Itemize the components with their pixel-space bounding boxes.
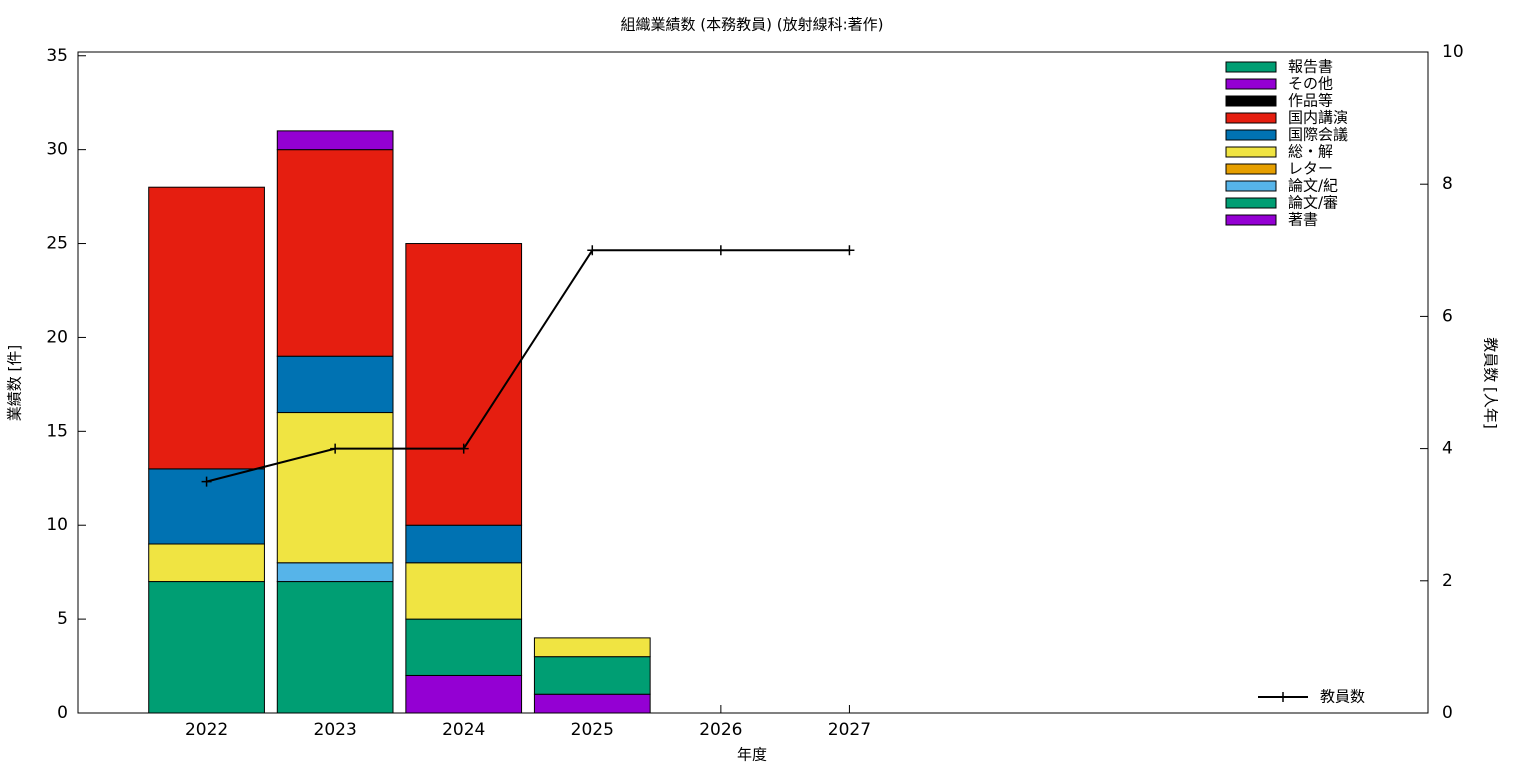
y-tick-label: 35 bbox=[46, 46, 68, 66]
y-tick-label: 20 bbox=[46, 327, 68, 347]
legend-swatch bbox=[1225, 95, 1277, 107]
x-tick-label: 2023 bbox=[314, 720, 357, 740]
y-axis-label: 業績数 [件] bbox=[6, 345, 24, 421]
x-tick-label: 2022 bbox=[185, 720, 228, 740]
bar-segment bbox=[533, 656, 651, 695]
legend-swatch bbox=[1225, 112, 1277, 124]
legend-label: 教員数 bbox=[1320, 688, 1365, 706]
legend-label: 作品等 bbox=[1288, 92, 1333, 110]
bar-segment bbox=[405, 674, 523, 714]
legend-swatch bbox=[1225, 146, 1277, 158]
bar-segment bbox=[405, 524, 523, 564]
legend-label: 論文/紀 bbox=[1288, 177, 1338, 195]
y2-tick-label: 0 bbox=[1442, 703, 1453, 723]
bar-segment bbox=[148, 543, 265, 583]
y-tick-label: 0 bbox=[57, 703, 68, 723]
x-tick-label: 2025 bbox=[571, 720, 614, 740]
point-marker bbox=[587, 245, 598, 256]
bar-segment bbox=[276, 130, 394, 151]
x-tick-label: 2024 bbox=[442, 720, 485, 740]
legend-swatch bbox=[1225, 163, 1277, 175]
y-tick-label: 30 bbox=[46, 140, 68, 160]
bar-segment bbox=[148, 186, 265, 470]
y2-tick-label: 4 bbox=[1442, 439, 1453, 459]
x-axis-label: 年度 bbox=[737, 746, 767, 764]
y-tick-label: 10 bbox=[46, 515, 68, 535]
bar-segment bbox=[276, 412, 394, 564]
bar-segment bbox=[148, 581, 265, 714]
bar-segment bbox=[405, 618, 523, 676]
bar-segment bbox=[276, 355, 394, 414]
y-tick-label: 5 bbox=[57, 609, 68, 629]
legend-label: 国際会議 bbox=[1288, 126, 1348, 144]
legend-swatch bbox=[1225, 78, 1277, 90]
chart-title: 組織業績数 (本務教員) (放射線科:著作) bbox=[621, 16, 884, 34]
legend-swatch bbox=[1225, 180, 1277, 192]
legend-label: 総・解 bbox=[1288, 143, 1333, 161]
legend-label: その他 bbox=[1288, 75, 1333, 93]
legend-swatch bbox=[1225, 214, 1277, 226]
legend-label: 著書 bbox=[1288, 211, 1318, 229]
legend-label: 報告書 bbox=[1288, 58, 1333, 76]
y2-tick-label: 2 bbox=[1442, 571, 1453, 591]
legend-label: 国内講演 bbox=[1288, 109, 1348, 127]
legend-swatch bbox=[1225, 197, 1277, 209]
legend-label: レター bbox=[1288, 160, 1333, 178]
bar-segment bbox=[533, 637, 651, 658]
bar-segment bbox=[405, 243, 523, 526]
point-marker bbox=[458, 443, 469, 454]
point-marker bbox=[201, 476, 212, 487]
point-marker bbox=[330, 443, 341, 454]
y2-axis-label: 教員数 [人年] bbox=[1482, 337, 1500, 428]
y2-tick-label: 8 bbox=[1442, 174, 1453, 194]
bar-segment bbox=[276, 581, 394, 714]
point-marker bbox=[844, 245, 855, 256]
y2-tick-label: 6 bbox=[1442, 306, 1453, 326]
bar-segment bbox=[276, 149, 394, 357]
plot-frame bbox=[77, 51, 1429, 714]
legend-swatch bbox=[1225, 129, 1277, 141]
bar-segment bbox=[276, 562, 394, 583]
legend-label: 論文/審 bbox=[1288, 194, 1338, 212]
x-tick-label: 2026 bbox=[699, 720, 742, 740]
bar-segment bbox=[405, 562, 523, 620]
x-tick-label: 2027 bbox=[828, 720, 871, 740]
legend-swatch bbox=[1225, 61, 1277, 73]
legend-marker bbox=[1278, 692, 1288, 702]
y-tick-label: 25 bbox=[46, 234, 68, 254]
bar-segment bbox=[533, 693, 651, 714]
y2-tick-label: 10 bbox=[1442, 42, 1464, 62]
y-tick-label: 15 bbox=[46, 421, 68, 441]
point-marker bbox=[715, 245, 726, 256]
line-series bbox=[206, 249, 850, 483]
